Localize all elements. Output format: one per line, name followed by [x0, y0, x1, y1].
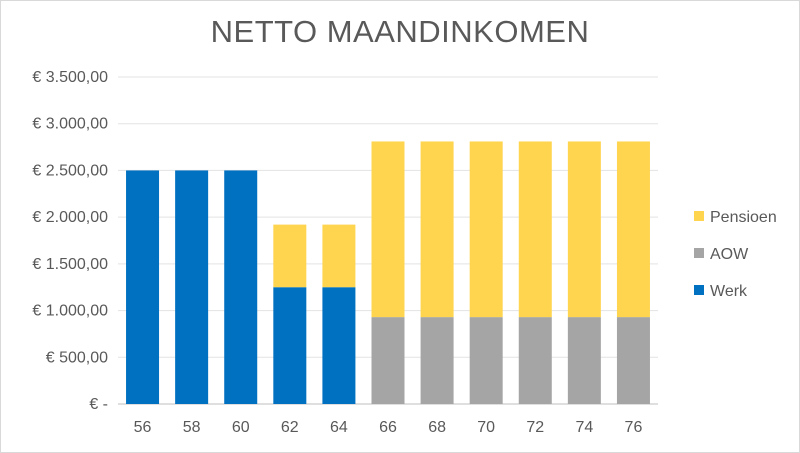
- bar-werk: [126, 170, 160, 404]
- x-tick-label: 58: [183, 419, 201, 436]
- x-tick-label: 60: [232, 419, 250, 436]
- y-tick-label: € 2.000,00: [32, 209, 108, 226]
- legend-swatch: [694, 285, 704, 295]
- bar-werk: [322, 287, 356, 404]
- y-tick-label: € 1.500,00: [32, 256, 108, 273]
- bar-pensioen: [518, 141, 552, 318]
- bar-aow: [469, 317, 503, 404]
- y-tick-label: € -: [89, 396, 108, 413]
- bar-werk: [273, 287, 307, 404]
- bar-pensioen: [322, 224, 356, 288]
- bar-aow: [371, 317, 405, 404]
- y-tick-label: € 500,00: [46, 349, 108, 366]
- bar-aow: [518, 317, 552, 404]
- bar-pensioen: [469, 141, 503, 318]
- bar-pensioen: [420, 141, 454, 318]
- bar-pensioen: [616, 141, 650, 318]
- bar-werk: [224, 170, 258, 404]
- legend-swatch: [694, 211, 704, 221]
- y-axis-ticks: € - € 500,00 € 1.000,00 € 1.500,00 € 2.000,0…: [32, 69, 108, 413]
- x-axis-ticks: 56 58 60 62 64 66 68 70 72 74 76: [134, 419, 643, 436]
- x-tick-label: 56: [134, 419, 152, 436]
- y-tick-label: € 3.000,00: [32, 116, 108, 133]
- legend-label: Pensioen: [710, 209, 777, 226]
- bar-pensioen: [567, 141, 601, 318]
- x-tick-label: 70: [477, 419, 495, 436]
- chart-title: NETTO MAANDINKOMEN: [210, 14, 590, 49]
- legend-label: AOW: [710, 246, 749, 263]
- bar-pensioen: [371, 141, 405, 318]
- bar-aow: [616, 317, 650, 404]
- legend-label: Werk: [710, 283, 748, 300]
- y-tick-label: € 1.000,00: [32, 303, 108, 320]
- x-tick-label: 68: [428, 419, 446, 436]
- bar-werk: [175, 170, 209, 404]
- bar-pensioen: [273, 224, 307, 288]
- x-tick-label: 64: [330, 419, 348, 436]
- y-tick-label: € 2.500,00: [32, 162, 108, 179]
- legend-swatch: [694, 248, 704, 258]
- legend: Pensioen AOW Werk: [694, 209, 777, 300]
- bars: [126, 141, 650, 404]
- y-tick-label: € 3.500,00: [32, 69, 108, 86]
- x-tick-label: 72: [526, 419, 544, 436]
- x-tick-label: 62: [281, 419, 299, 436]
- bar-aow: [420, 317, 454, 404]
- x-tick-label: 66: [379, 419, 397, 436]
- bar-aow: [567, 317, 601, 404]
- x-tick-label: 74: [575, 419, 593, 436]
- x-tick-label: 76: [625, 419, 643, 436]
